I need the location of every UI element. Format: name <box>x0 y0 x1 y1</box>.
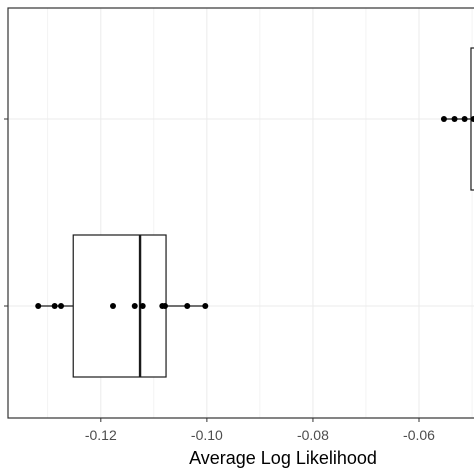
data-point <box>131 303 138 309</box>
data-point <box>35 303 42 309</box>
data-point <box>184 303 191 309</box>
x-tick-label: -0.08 <box>297 427 329 443</box>
panel-border <box>7 7 474 419</box>
data-point <box>58 303 65 309</box>
x-tick-label: -0.12 <box>85 427 117 443</box>
data-point <box>461 116 468 122</box>
data-point <box>451 116 458 122</box>
data-point <box>202 303 209 309</box>
data-point <box>110 303 117 309</box>
data-point <box>161 303 168 309</box>
data-point <box>440 116 447 122</box>
data-point <box>51 303 58 309</box>
data-point <box>470 116 474 122</box>
data-point <box>139 303 146 309</box>
x-tick-label: -0.10 <box>191 427 223 443</box>
x-tick-label: -0.06 <box>403 427 435 443</box>
x-axis-title: Average Log Likelihood <box>189 448 377 468</box>
box-iqr <box>72 234 167 378</box>
